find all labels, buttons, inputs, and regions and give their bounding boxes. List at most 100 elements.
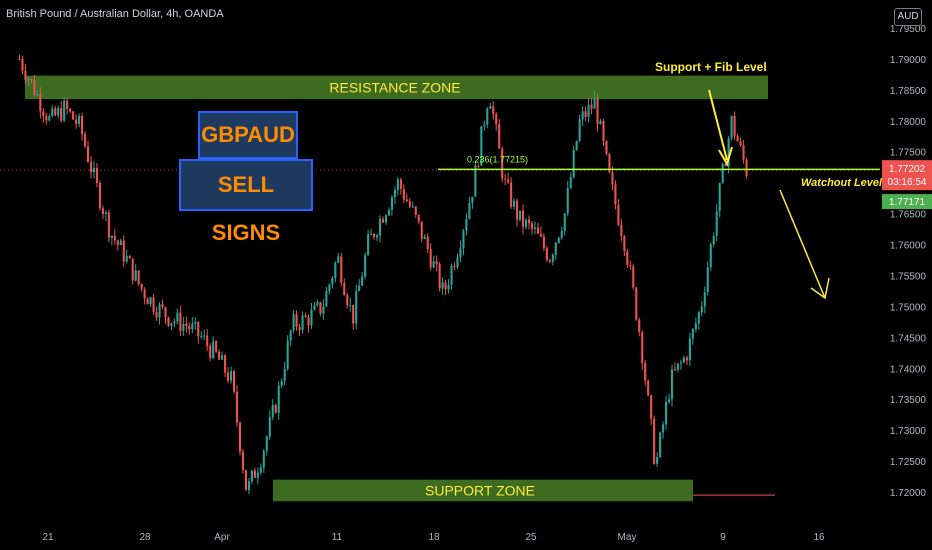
- candle-body: [215, 341, 218, 352]
- candle-body: [411, 206, 414, 208]
- candle-body: [322, 306, 325, 314]
- candle-body: [486, 108, 489, 125]
- candle-body: [361, 276, 364, 286]
- y-tick-label: 1.77500: [890, 148, 927, 159]
- candle-body: [75, 119, 78, 125]
- candle-body: [563, 213, 566, 231]
- candle-body: [733, 116, 736, 136]
- candle-body: [581, 111, 584, 120]
- y-tick-label: 1.78500: [890, 86, 927, 97]
- candle-body: [721, 163, 724, 183]
- candle-body: [524, 219, 528, 227]
- y-tick-label: 1.75000: [890, 302, 927, 313]
- support-fib-arrow: [708, 89, 733, 167]
- candle-body: [39, 94, 42, 112]
- candle-body: [620, 224, 623, 237]
- candle-body: [355, 291, 358, 324]
- candle-body: [116, 240, 119, 245]
- candle-body: [310, 309, 313, 326]
- candle-body: [679, 362, 683, 364]
- candle-body: [533, 227, 537, 229]
- candle-body: [390, 197, 393, 210]
- candle-body: [560, 230, 563, 238]
- candle-body: [703, 292, 706, 307]
- candle-body: [477, 165, 480, 167]
- candle-body: [697, 312, 700, 324]
- resistance-zone: [25, 75, 768, 100]
- candle-body: [426, 236, 429, 249]
- candle-body: [402, 189, 405, 200]
- candle-body: [316, 302, 319, 306]
- candle-body: [614, 184, 617, 205]
- pair-label-box: GBPAUD: [198, 111, 298, 159]
- candle-body: [551, 254, 554, 262]
- candle-body: [346, 295, 349, 306]
- candle-body: [340, 256, 343, 283]
- candle-body: [325, 290, 328, 307]
- candle-body: [247, 481, 250, 491]
- axes-layer: 1.79500 1.79000 1.78500 1.78000 1.77500 1.765…: [42, 24, 926, 543]
- candle-body: [167, 317, 170, 326]
- candle-body: [742, 145, 745, 160]
- candle-body: [274, 405, 277, 413]
- candle-body: [229, 371, 233, 381]
- candle-body: [36, 94, 39, 96]
- candle-body: [429, 248, 432, 268]
- currency-button[interactable]: AUD: [894, 8, 922, 26]
- candle-body: [474, 165, 477, 197]
- candle-body: [501, 148, 504, 179]
- candle-body: [203, 335, 206, 337]
- candle-body: [712, 235, 715, 245]
- candle-body: [241, 451, 245, 471]
- candle-body: [632, 266, 635, 288]
- candle-body: [685, 357, 688, 361]
- candle-body: [54, 108, 57, 116]
- candle-body: [694, 323, 697, 330]
- candle-body: [641, 331, 644, 363]
- candle-body: [566, 187, 569, 214]
- candle-body: [709, 244, 712, 268]
- candle-body: [662, 424, 665, 433]
- candle-body: [536, 227, 539, 234]
- candle-body: [83, 134, 87, 147]
- candle-body: [170, 323, 173, 326]
- x-tick-label: 18: [428, 532, 440, 543]
- candle-body: [417, 214, 420, 222]
- fib-level-label: 0.236(1.77215): [467, 154, 528, 164]
- candle-body: [63, 100, 66, 121]
- candle-body: [107, 212, 110, 238]
- bid-price-tag: [882, 194, 932, 210]
- candle-body: [212, 341, 215, 358]
- symbol-title: British Pound / Australian Dollar, 4h, O…: [6, 8, 224, 20]
- candle-body: [331, 278, 334, 285]
- y-tick-label: 1.74500: [890, 333, 927, 344]
- candle-body: [224, 355, 227, 373]
- candle-body: [623, 236, 626, 252]
- candle-body: [292, 314, 295, 331]
- candle-body: [548, 260, 551, 262]
- candle-body: [706, 267, 709, 293]
- candle-body: [715, 211, 718, 236]
- candle-body: [739, 141, 742, 146]
- candle-body: [244, 470, 247, 491]
- candle-body: [626, 251, 629, 265]
- support-zone: [273, 479, 693, 502]
- candle-body: [590, 104, 593, 109]
- y-tick-label: 1.72000: [890, 488, 927, 499]
- candle-body: [343, 282, 346, 296]
- candle-body: [569, 177, 572, 188]
- candle-body: [700, 306, 703, 313]
- candle-body: [745, 159, 748, 177]
- candle-body: [319, 302, 322, 314]
- watchout-label: Watchout Level: [801, 177, 883, 189]
- x-tick-label: Apr: [214, 532, 230, 543]
- candle-body: [24, 70, 27, 81]
- candle-body: [259, 467, 262, 473]
- candle-body: [611, 172, 614, 185]
- candle-body: [304, 315, 307, 318]
- candle-body: [286, 340, 289, 369]
- candle-body: [179, 312, 182, 331]
- candle-body: [432, 261, 435, 268]
- candle-body: [676, 363, 680, 370]
